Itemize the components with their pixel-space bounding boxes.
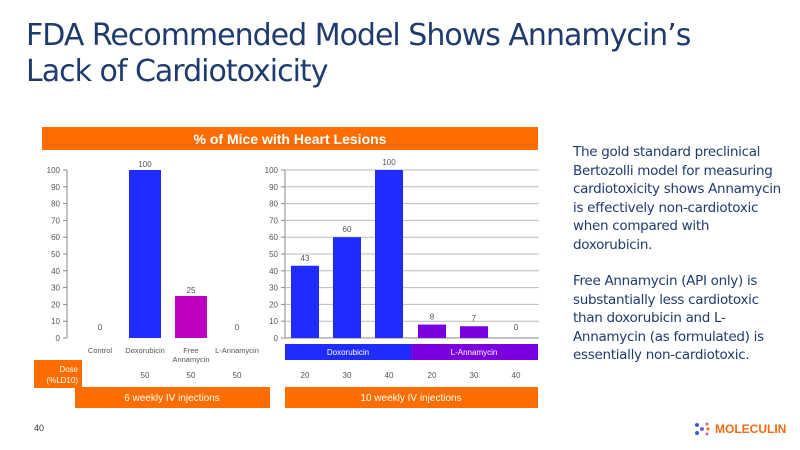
- y-tick-label: 0: [274, 334, 279, 343]
- data-label: 7: [472, 314, 477, 323]
- bar: [418, 324, 446, 338]
- footer-bar: [285, 387, 538, 408]
- data-label: 8: [430, 313, 435, 322]
- series-label-bar: [285, 344, 411, 360]
- dose-header-label: (%LD10): [46, 376, 78, 385]
- y-tick-label: 80: [269, 200, 278, 209]
- y-tick-label: 60: [269, 233, 278, 242]
- title-line-1: FDA Recommended Model Shows Annamycin’s: [26, 18, 691, 53]
- y-tick-label: 20: [51, 300, 60, 309]
- y-tick-label: 90: [269, 183, 278, 192]
- bar: [333, 237, 361, 338]
- y-tick-label: 50: [51, 250, 60, 259]
- bar: [129, 170, 161, 338]
- description-paragraph: The gold standard preclinical Bertozolli…: [573, 144, 781, 253]
- dose-label: 40: [512, 371, 521, 380]
- y-tick-label: 90: [51, 183, 60, 192]
- description: The gold standard preclinical Bertozolli…: [573, 143, 788, 383]
- y-tick-label: 70: [269, 216, 278, 225]
- data-label: 0: [98, 323, 103, 332]
- series-label: Doxorubicin: [327, 348, 369, 357]
- y-tick-label: 40: [51, 267, 60, 276]
- x-tick-label: Free: [183, 346, 198, 355]
- bar: [460, 326, 488, 338]
- y-tick-label: 50: [269, 250, 278, 259]
- data-label: 0: [235, 323, 240, 332]
- logo-text: MOLECULIN: [715, 422, 787, 436]
- y-tick-label: 100: [47, 166, 61, 175]
- y-tick-label: 70: [51, 216, 60, 225]
- data-label: 100: [382, 158, 396, 167]
- dose-label: 50: [233, 371, 242, 380]
- series-label-bar: [411, 344, 538, 360]
- y-tick-label: 80: [51, 200, 60, 209]
- description-paragraph: Free Annamycin (API only) is substantial…: [573, 273, 764, 363]
- y-tick-label: 10: [51, 317, 60, 326]
- x-tick-label: L-Annamycin: [215, 346, 259, 355]
- dose-label: 40: [385, 371, 394, 380]
- dose-label: 30: [343, 371, 352, 380]
- dose-label: 50: [187, 371, 196, 380]
- footer-bar: [75, 387, 270, 408]
- dose-label: 50: [141, 371, 150, 380]
- y-tick-label: 10: [269, 317, 278, 326]
- x-tick-label: Doxorubicin: [125, 346, 165, 355]
- y-tick-label: 30: [269, 284, 278, 293]
- y-tick-label: 60: [51, 233, 60, 242]
- molecule-icon: [695, 422, 710, 436]
- data-label: 0: [514, 323, 519, 332]
- dose-label: 20: [301, 371, 310, 380]
- y-tick-label: 0: [56, 334, 61, 343]
- logo: MOLECULIN: [694, 421, 786, 437]
- y-tick-label: 100: [265, 166, 279, 175]
- footer-label: 6 weekly IV injections: [124, 393, 220, 404]
- title-line-2: Lack of Cardiotoxicity: [26, 54, 328, 89]
- x-tick-label: Control: [88, 346, 113, 355]
- bar: [291, 265, 319, 338]
- series-label: L-Annamycin: [451, 348, 498, 357]
- chart-title: % of Mice with Heart Lesions: [194, 131, 387, 147]
- page-number: 40: [34, 423, 45, 433]
- dose-header-label: Dose: [59, 365, 78, 374]
- y-tick-label: 30: [51, 284, 60, 293]
- data-label: 100: [138, 160, 152, 169]
- bar: [175, 296, 207, 338]
- data-label: 60: [343, 225, 352, 234]
- chart-title-bar: [42, 127, 538, 150]
- data-label: 43: [301, 254, 310, 263]
- y-tick-label: 40: [269, 267, 278, 276]
- bar: [375, 170, 403, 338]
- page-title: FDA Recommended Model Shows Annamycin’s …: [26, 18, 691, 90]
- dose-header: [34, 360, 82, 388]
- footer-label: 10 weekly IV injections: [360, 393, 461, 404]
- dose-label: 30: [470, 371, 479, 380]
- y-tick-label: 20: [269, 300, 278, 309]
- data-label: 25: [187, 286, 196, 295]
- x-tick-label: Annamycin: [172, 355, 209, 364]
- dose-label: 20: [428, 371, 437, 380]
